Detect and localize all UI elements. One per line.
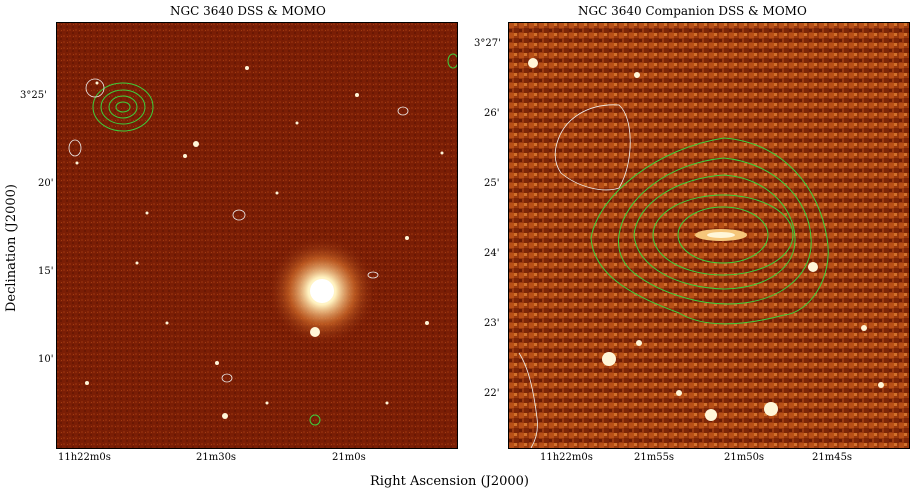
left-ytick-1: 3°25' [20, 90, 47, 101]
right-ytick-2: 26' [484, 108, 500, 119]
left-ytick-4: 10' [38, 354, 54, 365]
star-field [75, 66, 444, 419]
left-sky-image [56, 22, 458, 449]
radio-contours [590, 137, 829, 325]
star-field [528, 58, 884, 421]
left-xtick-2: 21m30s [196, 452, 237, 463]
x-axis-title: Right Ascension (J2000) [370, 474, 530, 489]
y-axis-title: Declination (J2000) [4, 184, 19, 312]
negative-contours [518, 104, 631, 448]
left-xtick-3: 21m0s [332, 452, 366, 463]
left-ytick-3: 15' [38, 266, 54, 277]
radio-contours [92, 53, 457, 426]
right-xtick-1: 11h22m0s [540, 452, 593, 463]
galaxy-ngc3640 [267, 236, 377, 346]
companion-galaxy [695, 229, 747, 241]
right-xtick-3: 21m50s [724, 452, 765, 463]
right-panel-title: NGC 3640 Companion DSS & MOMO [578, 4, 807, 18]
right-ytick-6: 22' [484, 388, 500, 399]
right-sky-image [508, 22, 910, 449]
right-ytick-4: 24' [484, 248, 500, 259]
right-xtick-2: 21m55s [634, 452, 675, 463]
left-xtick-1: 11h22m0s [58, 452, 111, 463]
left-ytick-2: 20' [38, 178, 54, 189]
right-ytick-5: 23' [484, 318, 500, 329]
right-xtick-4: 21m45s [812, 452, 853, 463]
left-panel-title: NGC 3640 DSS & MOMO [170, 4, 326, 18]
negative-contours [68, 78, 409, 383]
right-ytick-1: 3°27' [474, 38, 501, 49]
right-ytick-3: 25' [484, 178, 500, 189]
